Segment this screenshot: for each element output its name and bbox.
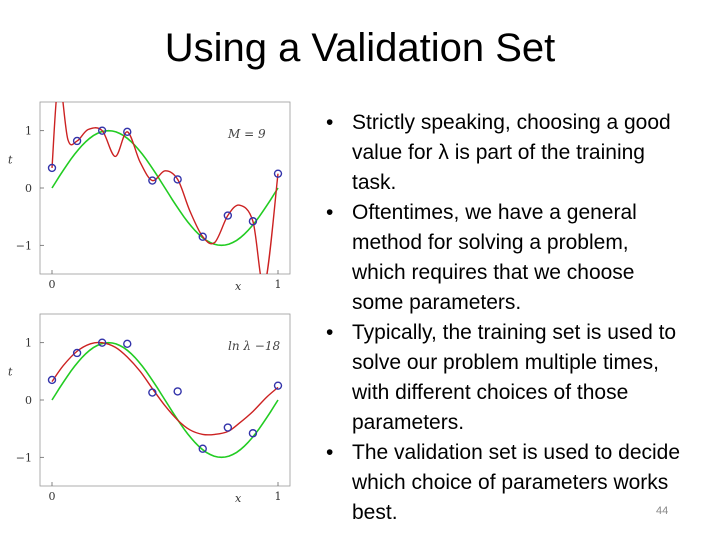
data-point <box>223 423 233 432</box>
plot-m9-svg: 1 0 −1 0 1 x t M = 9 <box>8 101 291 293</box>
y-tick-label: 0 <box>25 182 32 195</box>
data-point <box>248 217 258 226</box>
fit-curve <box>51 102 279 274</box>
page-number: 44 <box>656 505 669 517</box>
plot-regularized: 1 0 −1 0 1 x t ln λ −18 <box>0 306 300 506</box>
bullet-item: Oftentimes, we have a general method for… <box>322 198 682 318</box>
fit-curve <box>51 341 279 436</box>
plot-annotation: M = 9 <box>227 127 266 141</box>
data-point <box>47 375 57 385</box>
x-tick-label: 0 <box>49 490 56 503</box>
data-point <box>47 163 57 173</box>
slide-title: Using a Validation Set <box>164 26 556 70</box>
target-curve <box>51 341 279 459</box>
data-point <box>72 136 82 146</box>
data-point <box>198 444 207 453</box>
y-tick-label: −1 <box>16 451 32 464</box>
data-point <box>148 388 157 397</box>
plot-regularized-svg: 1 0 −1 0 1 x t ln λ −18 <box>8 313 291 505</box>
data-point <box>97 338 107 347</box>
x-tick-label: 0 <box>49 278 56 291</box>
x-axis-label: x <box>235 280 242 293</box>
data-point <box>173 175 182 184</box>
bullet-item: The validation set is used to decide whi… <box>322 438 682 528</box>
x-axis-label: x <box>235 492 242 505</box>
data-point <box>148 176 157 185</box>
data-point <box>248 429 258 438</box>
target-curve <box>51 129 279 247</box>
data-point <box>173 387 182 396</box>
y-axis-label: t <box>8 153 13 166</box>
data-point <box>123 339 132 349</box>
data-point <box>198 232 207 241</box>
x-tick-label: 1 <box>275 490 282 503</box>
y-tick-label: 1 <box>25 125 32 138</box>
bullet-item: Strictly speaking, choosing a good value… <box>322 108 682 198</box>
plot-m9: 1 0 −1 0 1 x t M = 9 <box>0 94 300 294</box>
data-point <box>273 381 283 390</box>
y-tick-label: 1 <box>25 337 32 350</box>
data-point <box>123 127 132 137</box>
data-point <box>72 348 82 358</box>
y-axis-label: t <box>8 365 13 378</box>
bullet-list: Strictly speaking, choosing a good value… <box>322 108 682 528</box>
y-tick-label: −1 <box>16 239 32 252</box>
data-point <box>273 169 283 178</box>
bullet-item: Typically, the training set is used to s… <box>322 318 682 438</box>
data-point <box>223 211 233 220</box>
data-point <box>97 126 107 135</box>
x-tick-label: 1 <box>275 278 282 291</box>
plot-annotation: ln λ −18 <box>228 339 280 353</box>
y-tick-label: 0 <box>25 394 32 407</box>
